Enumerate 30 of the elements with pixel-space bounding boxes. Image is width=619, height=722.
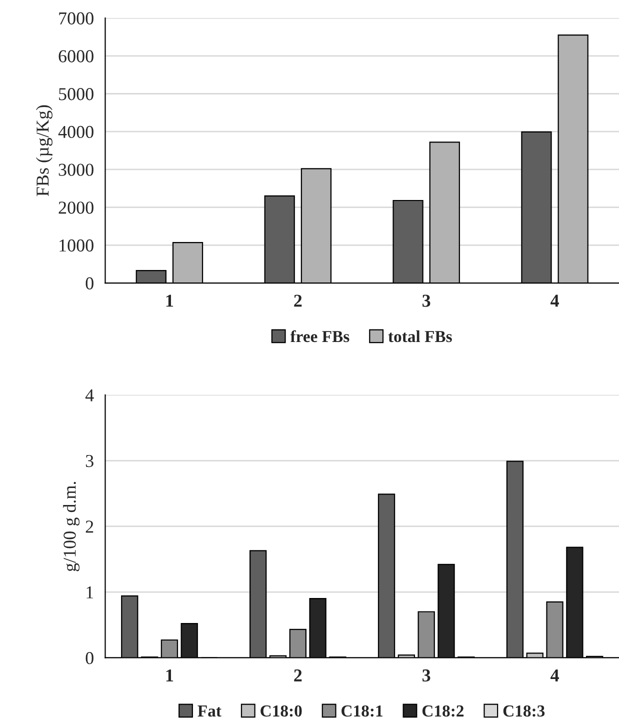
y-tick-label: 1 [86, 586, 94, 598]
y-tick-label: 6000 [58, 50, 94, 62]
y-axis-title: FBs (µg/Kg) [36, 105, 52, 196]
y-axis-title: g/100 g d.m. [63, 482, 80, 572]
y-tick-label: 0 [86, 277, 94, 290]
y-tick-label: 7000 [59, 12, 94, 24]
x-tick-label: 2 [294, 669, 302, 682]
x-tick-label: 1 [166, 669, 174, 682]
y-tick-label: 2000 [58, 202, 94, 214]
y-tick-label: 5000 [59, 88, 94, 100]
x-tick-label: 4 [550, 669, 559, 682]
legend-label: C18:0 [260, 705, 302, 717]
legend-label: free FBs [290, 330, 350, 342]
legend-label: total FBs [388, 330, 452, 342]
x-tick-label: 1 [166, 294, 174, 307]
legend-label: C18:1 [342, 705, 382, 717]
x-tick-label: 4 [550, 294, 559, 307]
legend-label: Fat [198, 706, 222, 717]
y-tick-label: 3 [86, 454, 94, 468]
legend-label: C18:2 [422, 705, 464, 717]
x-tick-label: 3 [422, 669, 430, 682]
x-tick-label: 3 [422, 294, 430, 307]
y-tick-label: 4 [85, 389, 94, 402]
y-tick-label: 3000 [58, 164, 94, 176]
y-tick-label: 1000 [60, 239, 94, 252]
y-tick-label: 0 [86, 652, 94, 664]
x-tick-label: 2 [294, 294, 302, 307]
legend-label: C18:3 [503, 705, 545, 717]
y-tick-label: 2 [86, 520, 94, 533]
y-tick-label: 4000 [58, 126, 94, 138]
